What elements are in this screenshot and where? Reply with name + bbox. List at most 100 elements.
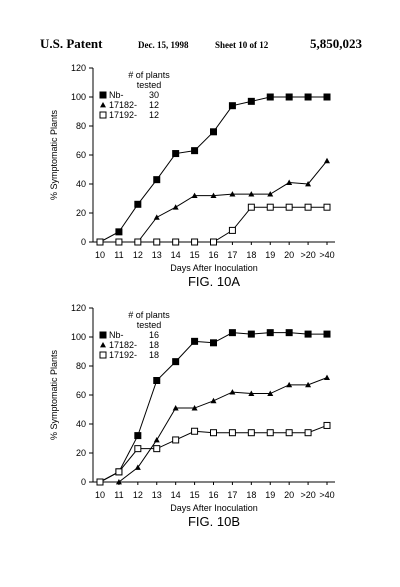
marker-square — [153, 377, 161, 384]
figure-caption: FIG. 10B — [188, 514, 240, 529]
series-line — [100, 160, 328, 243]
marker-triangle — [191, 405, 198, 411]
legend-marker — [99, 351, 107, 359]
marker-square — [323, 203, 331, 211]
y-tick-label: 40 — [76, 419, 86, 429]
legend-title-line: tested — [137, 80, 162, 90]
marker-triangle — [191, 192, 198, 198]
marker-triangle — [286, 381, 293, 388]
legend-count: 18 — [149, 340, 159, 350]
marker-square — [266, 329, 274, 337]
marker-triangle — [115, 479, 122, 485]
marker-square — [304, 203, 312, 211]
x-tick-label: 11 — [114, 490, 123, 500]
legend-label: 17182- — [109, 100, 137, 110]
marker-square — [247, 429, 255, 437]
marker-square — [266, 93, 274, 101]
marker-square — [304, 93, 312, 101]
marker-triangle — [134, 464, 141, 470]
marker-triangle — [248, 191, 255, 197]
x-tick-label: 16 — [208, 490, 218, 500]
marker-square — [191, 337, 199, 345]
marker-triangle — [172, 204, 179, 210]
marker-square — [285, 329, 293, 337]
y-tick-label: 120 — [71, 303, 86, 313]
marker-square — [172, 358, 180, 366]
marker-square — [323, 93, 331, 101]
series-line — [100, 206, 327, 243]
marker-square — [210, 429, 217, 437]
x-tick-label: 16 — [208, 250, 218, 260]
marker-triangle — [267, 390, 274, 396]
y-tick-label: 20 — [76, 208, 86, 218]
x-tick-label: 19 — [265, 490, 275, 500]
marker-triangle — [267, 191, 274, 197]
x-tick-label: >20 — [300, 490, 315, 500]
marker-triangle — [172, 405, 179, 411]
marker-triangle — [229, 389, 236, 395]
x-tick-label: 15 — [190, 250, 200, 260]
marker-triangle — [248, 390, 255, 396]
marker-square — [266, 429, 274, 437]
x-tick-label: 14 — [171, 490, 181, 500]
x-tick-label: >40 — [319, 490, 334, 500]
marker-square — [134, 200, 142, 208]
x-tick-label: 10 — [95, 250, 105, 260]
header-left: U.S. Patent — [40, 36, 103, 51]
y-axis-label: % Symptomatic Plants — [49, 109, 59, 200]
marker-square — [191, 147, 199, 155]
marker-triangle — [324, 157, 330, 164]
legend-label: Nb- — [109, 90, 124, 100]
y-tick-label: 80 — [76, 121, 86, 131]
x-tick-label: 10 — [95, 490, 105, 500]
x-tick-label: 11 — [114, 250, 123, 260]
x-tick-label: 17 — [227, 490, 237, 500]
marker-square — [304, 429, 312, 437]
legend-title-line: # of plants — [128, 70, 170, 80]
legend-count: 12 — [149, 100, 159, 110]
marker-triangle — [153, 436, 160, 443]
x-tick-label: 18 — [246, 490, 256, 500]
x-tick-label: 20 — [284, 490, 294, 500]
legend-title: # of plants tested — [128, 70, 170, 90]
y-tick-label: 120 — [71, 63, 86, 73]
legend-label: 17182- — [109, 340, 137, 350]
marker-square — [191, 427, 199, 435]
x-tick-label: 12 — [133, 490, 143, 500]
marker-square — [247, 330, 255, 338]
marker-square — [285, 93, 293, 101]
marker-square — [247, 203, 255, 211]
marker-triangle — [153, 214, 160, 220]
y-tick-label: 100 — [71, 332, 86, 342]
y-tick-label: 60 — [76, 150, 86, 160]
marker-triangle — [305, 381, 312, 388]
legend-marker — [99, 331, 107, 339]
x-tick-label: >40 — [319, 250, 334, 260]
marker-triangle — [210, 397, 217, 404]
marker-square — [115, 238, 123, 246]
marker-square — [228, 329, 236, 337]
marker-square — [134, 238, 142, 246]
x-tick-label: 12 — [133, 250, 143, 260]
marker-square — [266, 203, 274, 211]
x-tick-label: 15 — [190, 490, 200, 500]
marker-triangle — [305, 181, 312, 187]
marker-square — [153, 176, 161, 184]
y-tick-label: 0 — [81, 237, 86, 247]
marker-square — [172, 150, 180, 158]
legend-title-line: tested — [137, 320, 162, 330]
marker-square — [153, 238, 161, 246]
legend-marker — [100, 102, 106, 108]
marker-triangle — [210, 192, 217, 198]
header-date: Dec. 15, 1998 — [138, 40, 189, 50]
marker-square — [134, 445, 142, 453]
legend-marker — [99, 111, 107, 119]
marker-square — [285, 203, 293, 211]
y-tick-label: 0 — [81, 477, 86, 487]
x-tick-label: 17 — [227, 250, 237, 260]
x-axis-label: Days After Inoculation — [170, 263, 258, 273]
marker-square — [115, 468, 123, 476]
y-tick-label: 60 — [76, 390, 86, 400]
marker-square — [96, 238, 104, 246]
